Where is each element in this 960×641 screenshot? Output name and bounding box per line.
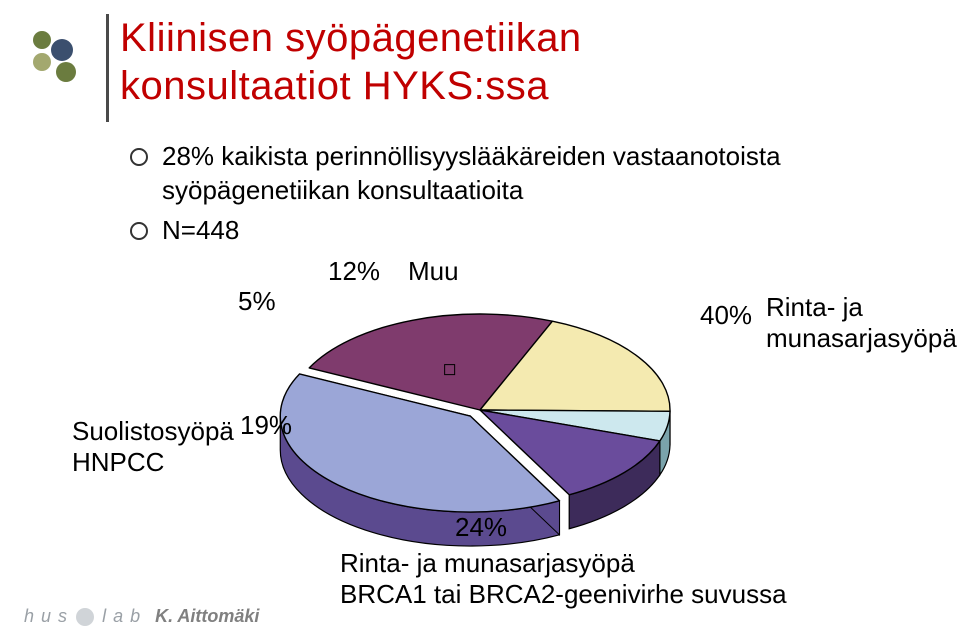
pie-chart: 40%24%19%5%12%MuuRinta- jamunasarjasyöpä…	[0, 240, 960, 580]
footer-author: K. Aittomäki	[155, 606, 259, 627]
title: Kliinisen syöpägenetiikan konsultaatiot …	[120, 14, 920, 110]
footer-logo-right: l a b	[102, 606, 141, 626]
pie-pct-label: 24%	[455, 512, 507, 543]
footer: h u s l a b K. Aittomäki	[24, 606, 259, 627]
footer-logo-icon	[76, 608, 94, 626]
bullet-list: 28% kaikista perinnöllisyyslääkäreiden v…	[130, 140, 920, 253]
bullet-marker-icon	[130, 148, 148, 166]
bullet-marker-icon	[130, 222, 148, 240]
pie-category-label: Rinta- jamunasarjasyöpä	[766, 292, 956, 354]
title-rule	[106, 14, 109, 122]
pie-category-label: Rinta- ja munasarjasyöpäBRCA1 tai BRCA2-…	[340, 548, 900, 610]
pie-category-label: Muu	[408, 256, 459, 287]
pie-pct-label: 40%	[700, 300, 752, 331]
bullet-text: 28% kaikista perinnöllisyyslääkäreiden v…	[162, 140, 920, 208]
list-item: 28% kaikista perinnöllisyyslääkäreiden v…	[130, 140, 920, 208]
pie-pct-label: 12%	[328, 256, 380, 287]
title-line-1: Kliinisen syöpägenetiikan	[120, 14, 920, 62]
footer-logo-left: h u s	[24, 606, 68, 626]
pie-category-label: SuolistosyöpäHNPCC	[72, 416, 272, 478]
pie-pct-label: 5%	[238, 286, 276, 317]
title-line-2: konsultaatiot HYKS:ssa	[120, 62, 920, 110]
decor-dots	[28, 28, 88, 88]
slide: Kliinisen syöpägenetiikan konsultaatiot …	[0, 0, 960, 641]
footer-logo: h u s l a b	[24, 606, 141, 627]
